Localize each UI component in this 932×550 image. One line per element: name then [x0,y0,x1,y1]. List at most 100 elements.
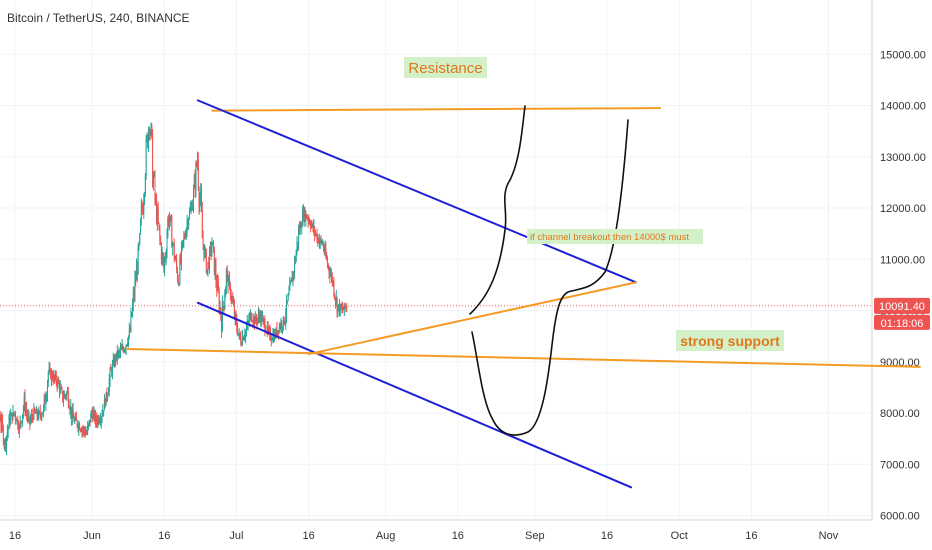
candle-body [8,416,10,428]
candle-body [140,205,142,220]
candle-body [195,163,197,191]
channel-lower-line[interactable] [196,301,633,489]
candle-body [79,424,81,430]
candle-body [282,317,284,327]
candle-body [335,297,337,302]
candle-body [130,311,132,331]
candle-body [42,412,44,415]
candle-body [339,304,341,312]
candle-body [136,266,138,281]
candle-body [91,413,93,415]
candle-body [202,238,204,245]
candle-body [19,420,21,427]
candle-body [172,243,174,248]
candle-body [103,410,105,412]
candle-body [278,325,280,332]
candle-body [38,411,40,418]
candle-body [72,410,74,419]
candle-body [328,266,330,272]
candle-body [166,235,168,255]
candle-body [305,214,307,220]
candle-body [298,229,300,245]
candle-body [227,274,229,287]
candle-body [180,245,182,263]
channel-upper-line[interactable] [196,99,637,284]
candle-body [103,399,105,411]
chart-title: Bitcoin / TetherUS, 240, BINANCE [7,11,190,25]
candle-body [273,335,275,341]
candle-body [262,318,264,320]
candle-body [222,301,224,307]
candle-body [186,222,188,230]
candle-body [24,396,26,411]
candle-body [330,275,332,277]
strong-support-line[interactable] [124,347,921,368]
candle-body [199,198,201,208]
candle-body [312,223,314,230]
candle-body [60,387,62,390]
candle-body [291,278,293,283]
trendline-drawings[interactable] [124,99,921,489]
candle-body [185,229,187,238]
rising-support-line[interactable] [307,281,637,356]
candle-body [326,259,328,266]
candle-body [125,345,127,350]
candle-body [0,420,2,426]
candle-body [261,314,263,322]
candle-body [318,238,320,243]
candle-body [102,410,104,416]
candle-body [287,294,289,301]
resistance-line[interactable] [211,107,661,112]
candle-body [22,407,24,415]
candle-body [83,428,85,430]
candle-body [343,309,345,311]
candle-body [112,359,114,365]
candle-body [2,427,4,443]
candle-body [288,290,290,295]
candle-body [237,333,239,335]
candle-body [114,356,116,365]
candle-body [46,381,48,396]
candle-body [83,428,85,432]
candle-body [319,238,321,242]
candle-body [120,348,122,350]
candle-body [122,347,124,350]
time-tick-label: 16 [302,530,314,542]
candle-body [244,335,246,338]
candle-body [70,406,72,412]
candle-body [104,399,106,406]
candle-body [217,281,219,291]
candle-body [201,190,203,210]
candle-body [189,209,191,212]
candle-body [124,349,126,352]
candle-body [271,339,273,341]
candle-body [27,416,29,418]
candle-body [304,210,306,220]
candle-body [71,406,73,419]
candle-body [26,409,28,414]
candle-body [131,311,133,317]
candle-body [51,373,53,379]
candle-body [5,440,7,448]
candle-body [115,356,117,359]
candle-body [253,317,255,324]
candle-body [270,338,272,340]
candle-body [127,342,129,345]
candle-body [71,410,73,419]
time-axis[interactable]: 16 Jun 16 Jul 16 Aug 16 Sep 16 Oct 16 Nov [9,530,839,542]
candle-body [261,318,263,322]
candle-body [87,426,89,434]
candle-body [16,419,18,422]
candle-body [194,177,196,191]
candle-body [129,330,131,332]
candle-body [208,262,210,268]
candle-body [286,300,288,302]
current-price-badge: 10091.40 01:18:06 [874,297,930,330]
candle-body [158,222,160,228]
candle-body [34,408,36,412]
candle-body [30,415,32,420]
price-axis[interactable]: 6000.007000.008000.009000.0010000.001100… [880,49,926,522]
candle-body [191,206,193,210]
candle-body [336,297,338,313]
